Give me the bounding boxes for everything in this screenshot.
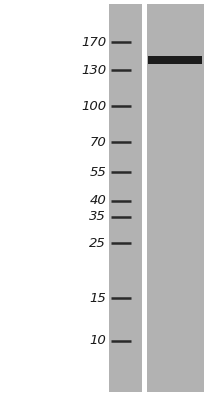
- Bar: [142, 4, 147, 392]
- Bar: [148, 56, 202, 64]
- Text: 10: 10: [89, 334, 106, 347]
- Text: 40: 40: [89, 194, 106, 207]
- Text: 35: 35: [89, 210, 106, 223]
- Text: 170: 170: [81, 36, 106, 48]
- Text: 15: 15: [89, 292, 106, 304]
- Text: 25: 25: [89, 237, 106, 250]
- Text: 100: 100: [81, 100, 106, 112]
- Bar: [109, 4, 204, 392]
- Text: 130: 130: [81, 64, 106, 76]
- Text: 55: 55: [89, 166, 106, 178]
- Text: 70: 70: [89, 136, 106, 148]
